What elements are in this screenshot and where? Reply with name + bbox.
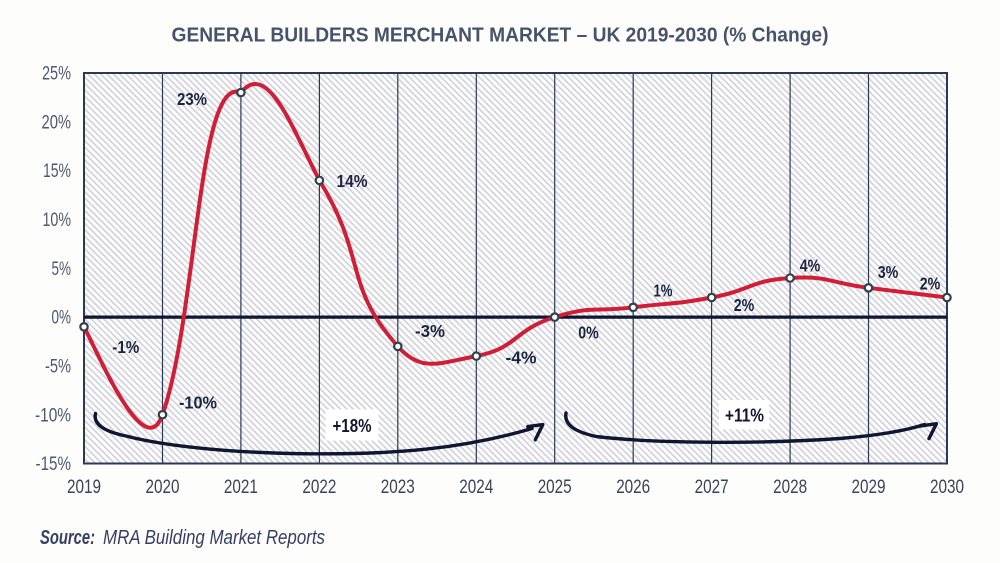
svg-text:2023: 2023: [381, 477, 415, 498]
svg-text:3%: 3%: [878, 262, 899, 282]
svg-text:0%: 0%: [578, 323, 599, 343]
svg-text:-4%: -4%: [506, 348, 537, 368]
svg-text:-3%: -3%: [415, 321, 445, 341]
svg-text:2025: 2025: [538, 477, 572, 498]
svg-text:2020: 2020: [146, 477, 180, 498]
svg-text:4%: 4%: [800, 255, 821, 275]
svg-text:10%: 10%: [43, 210, 72, 231]
svg-text:15%: 15%: [43, 161, 71, 182]
svg-text:2024: 2024: [459, 477, 493, 498]
svg-text:2021: 2021: [224, 477, 258, 498]
svg-text:2022: 2022: [302, 477, 336, 498]
svg-text:14%: 14%: [337, 171, 368, 191]
svg-text:GENERAL BUILDERS MERCHANT MARK: GENERAL BUILDERS MERCHANT MARKET – UK 20…: [172, 25, 829, 47]
svg-text:+11%: +11%: [725, 405, 764, 426]
svg-text:2%: 2%: [734, 295, 755, 315]
svg-text:-15%: -15%: [36, 454, 72, 475]
svg-text:25%: 25%: [42, 64, 71, 85]
svg-text:1%: 1%: [654, 281, 673, 301]
svg-text:0%: 0%: [52, 308, 72, 329]
svg-text:Source:MRA Building Market Rep: Source: MRA Building Market Reports: [40, 527, 325, 549]
svg-text:23%: 23%: [177, 89, 207, 109]
svg-text:2019: 2019: [67, 477, 101, 498]
svg-text:-1%: -1%: [112, 337, 139, 357]
svg-text:2028: 2028: [773, 477, 807, 498]
svg-text:-5%: -5%: [45, 357, 71, 378]
svg-text:2030: 2030: [930, 477, 964, 498]
svg-text:5%: 5%: [52, 259, 72, 280]
svg-text:2%: 2%: [920, 274, 941, 294]
svg-text:+18%: +18%: [333, 415, 372, 436]
svg-text:20%: 20%: [42, 112, 72, 133]
svg-text:2026: 2026: [616, 477, 650, 498]
svg-text:-10%: -10%: [35, 405, 71, 426]
svg-text:2029: 2029: [852, 477, 886, 498]
svg-text:-10%: -10%: [179, 393, 217, 413]
svg-text:2027: 2027: [695, 477, 729, 498]
